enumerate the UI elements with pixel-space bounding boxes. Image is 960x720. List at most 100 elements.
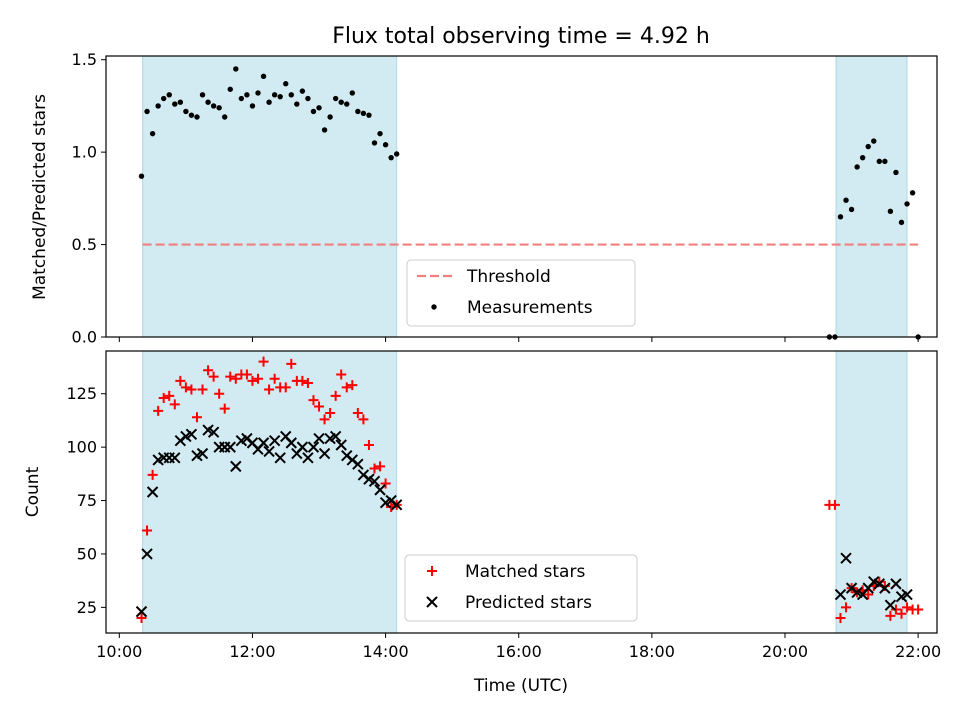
- legend-label: Matched stars: [465, 562, 585, 582]
- matched-star-point: [180, 382, 191, 393]
- matched-star-point: [225, 371, 236, 382]
- y-tick-label: 0.0: [72, 328, 97, 347]
- measurement-point: [837, 214, 844, 220]
- measurement-point: [177, 99, 184, 105]
- measurement-point: [887, 208, 894, 214]
- measurement-point: [166, 92, 172, 98]
- measurement-point: [898, 219, 905, 226]
- measurement-point: [393, 151, 400, 157]
- predicted-star-point: [230, 460, 242, 473]
- matched-star-point: [325, 407, 336, 418]
- legend-predicted-swatch: [426, 596, 438, 608]
- predicted-star-point: [135, 605, 148, 618]
- matched-star-point: [264, 384, 275, 395]
- matched-star-point: [197, 384, 208, 395]
- measurement-point: [271, 92, 278, 98]
- x-tick-label: 14:00: [363, 642, 409, 661]
- matched-star-point: [241, 369, 252, 380]
- measurement-point: [233, 66, 239, 72]
- measurement-point: [904, 201, 910, 207]
- y-tick-label: 50: [77, 544, 97, 563]
- predicted-star-point: [207, 426, 220, 438]
- predicted-star-point: [368, 475, 381, 488]
- matched-star-point: [829, 499, 840, 510]
- matched-star-point: [341, 382, 352, 393]
- matched-star-point: [214, 388, 225, 399]
- predicted-star-point: [901, 588, 913, 601]
- matched-star-point: [913, 604, 924, 615]
- measurement-point: [172, 101, 178, 107]
- predicted-star-point: [884, 599, 897, 611]
- predicted-star-point: [224, 441, 236, 453]
- measurement-point: [188, 112, 195, 118]
- predicted-star-point: [185, 428, 198, 441]
- measurement-point: [305, 95, 311, 102]
- matched-star-point: [375, 461, 386, 472]
- predicted-star-point: [335, 439, 347, 451]
- plot-frame: [105, 55, 938, 338]
- measurement-point: [316, 105, 322, 111]
- y-tick-label: 75: [77, 491, 97, 510]
- ratio-panel: 0.0 0.5 1.0 1.5 Threshold Measurements: [72, 50, 938, 347]
- legend-box: [406, 259, 636, 327]
- predicted-star-point: [268, 435, 281, 447]
- matched-star-point: [885, 610, 896, 621]
- measurement-point: [349, 90, 356, 96]
- matched-star-point: [314, 401, 325, 412]
- predicted-star-point: [352, 458, 364, 470]
- y-tick-label: 100: [66, 438, 97, 457]
- predicted-star-point: [263, 445, 275, 458]
- y-tick-label: 1.0: [72, 143, 97, 162]
- measurement-point: [344, 101, 350, 107]
- measurement-point: [144, 108, 150, 115]
- measurement-point: [199, 92, 206, 98]
- measurement-point: [216, 105, 222, 111]
- measurement-point: [299, 88, 306, 94]
- measurement-point: [227, 86, 233, 92]
- matched-star-point: [863, 589, 874, 600]
- matched-star-point: [902, 602, 913, 613]
- predicted-star-point: [146, 486, 159, 498]
- measurement-point: [138, 173, 145, 179]
- matched-star-point: [208, 371, 219, 382]
- matched-star-point: [186, 384, 197, 395]
- predicted-star-point: [374, 484, 386, 496]
- legend-label: Measurements: [467, 298, 593, 318]
- measurement-point: [865, 143, 871, 150]
- predicted-star-point: [285, 437, 297, 449]
- matched-star-point: [258, 356, 269, 367]
- measurement-point: [222, 114, 228, 120]
- predicted-star-point: [840, 552, 852, 564]
- measurement-point: [255, 90, 261, 96]
- matched-star-point: [280, 382, 291, 393]
- matched-star-point: [363, 440, 374, 450]
- measurement-point: [327, 114, 333, 120]
- measurement-point: [909, 190, 916, 196]
- matched-star-point: [158, 393, 169, 403]
- plot-frame: [105, 350, 938, 634]
- shaded-span: [142, 350, 398, 634]
- matched-star-point: [191, 412, 202, 423]
- matched-star-point: [369, 463, 380, 474]
- measurement-point: [205, 99, 211, 105]
- measurement-point: [321, 127, 328, 133]
- y-tick-label: 1.5: [72, 50, 97, 69]
- x-axis-label: Time (UTC): [473, 676, 568, 696]
- legend-measurement-swatch: [431, 304, 437, 310]
- matched-star-point: [319, 414, 330, 425]
- matched-star-point: [286, 358, 297, 369]
- measurement-point: [160, 95, 167, 102]
- measurement-point: [854, 164, 860, 170]
- measurement-point: [294, 101, 300, 107]
- matched-star-point: [336, 369, 347, 380]
- measurement-point: [382, 142, 389, 148]
- measurement-point: [859, 154, 866, 161]
- legend-matched-swatch: [427, 566, 437, 576]
- measurement-point: [249, 103, 256, 109]
- ratio-y-axis-label: Matched/Predicted stars: [30, 94, 50, 300]
- measurement-point: [388, 154, 394, 161]
- matched-star-point: [330, 390, 341, 401]
- measurement-point: [149, 130, 156, 137]
- measurement-point: [238, 95, 245, 102]
- matched-star-point: [147, 469, 158, 480]
